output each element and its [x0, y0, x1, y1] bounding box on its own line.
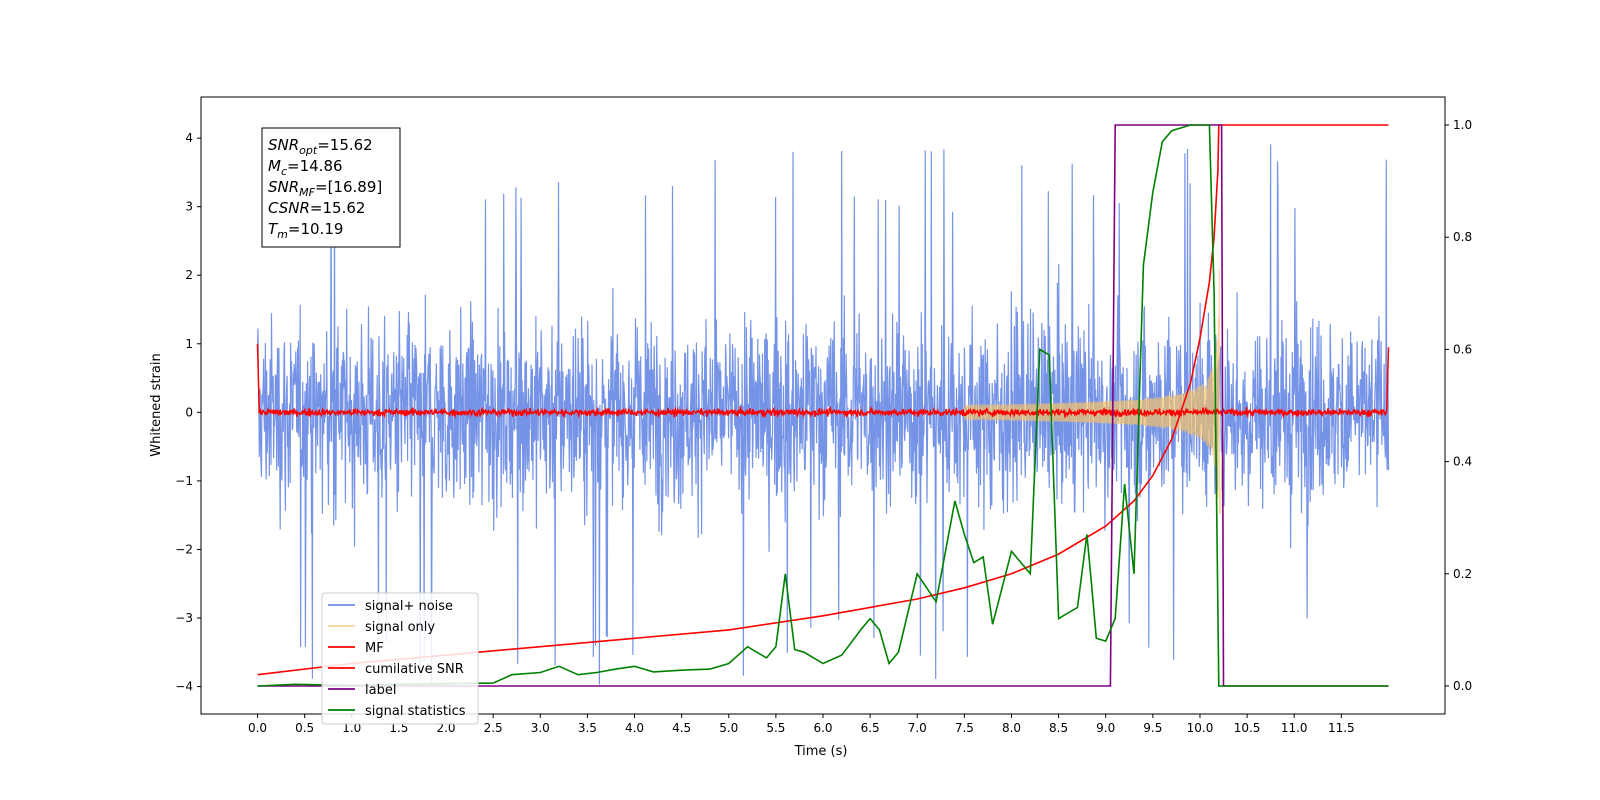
- info-sub: c: [281, 165, 287, 178]
- info-value: =15.62: [310, 199, 366, 217]
- y2-tick-label: 1.0: [1453, 118, 1472, 132]
- y-tick-label: −1: [175, 474, 193, 488]
- x-tick-label: 4.0: [625, 721, 644, 735]
- info-value: =14.86: [287, 157, 343, 175]
- legend-entry: label: [365, 683, 396, 698]
- info-base: SNR: [268, 136, 299, 154]
- info-value: =[16.89]: [315, 178, 382, 196]
- info-line: Tm=10.19: [268, 220, 343, 241]
- x-tick-label: 6.0: [813, 721, 832, 735]
- info-line: SNRMF=[16.89]: [268, 178, 382, 199]
- y-tick-label: 2: [185, 268, 193, 282]
- x-tick-label: 3.0: [531, 721, 550, 735]
- y2-tick-label: 0.8: [1453, 230, 1472, 244]
- info-sub: m: [277, 228, 288, 241]
- x-tick-label: 4.5: [672, 721, 691, 735]
- x-axis-label: Time (s): [794, 744, 848, 759]
- x-tick-label: 10.0: [1187, 721, 1214, 735]
- x-tick-label: 5.5: [766, 721, 785, 735]
- y2-tick-label: 0.4: [1453, 455, 1472, 469]
- info-value: =15.62: [317, 136, 373, 154]
- plot-area: [256, 124, 1390, 687]
- y-tick-label: −2: [175, 542, 193, 556]
- y2-tick-label: 0.6: [1453, 342, 1472, 356]
- x-tick-label: 9.0: [1096, 721, 1115, 735]
- x-tick-label: 6.5: [861, 721, 880, 735]
- y-tick-label: 0: [185, 405, 193, 419]
- y2-tick-label: 0.0: [1453, 679, 1472, 693]
- y-tick-label: 4: [185, 131, 193, 145]
- y-axis-right: 0.0 0.2 0.4 0.6 0.8 1.0: [1445, 118, 1472, 693]
- legend-entry: signal statistics: [365, 704, 466, 719]
- info-base: CSNR: [268, 199, 310, 217]
- x-tick-label: 11.0: [1281, 721, 1308, 735]
- x-tick-label: 0.0: [248, 721, 267, 735]
- info-line: Mc=14.86: [268, 157, 343, 178]
- info-annotation-box: SNRopt=15.62Mc=14.86SNRMF=[16.89]CSNR=15…: [261, 127, 401, 248]
- x-tick-label: 7.5: [955, 721, 974, 735]
- info-sub: opt: [299, 144, 318, 157]
- info-box-frame: [261, 127, 401, 248]
- info-base: M: [268, 157, 281, 175]
- x-tick-label: 10.5: [1234, 721, 1261, 735]
- info-line: CSNR=15.62: [268, 199, 365, 217]
- x-tick-label: 8.0: [1002, 721, 1021, 735]
- legend-entry: MF: [365, 641, 384, 656]
- y-tick-label: −3: [175, 611, 193, 625]
- x-tick-label: 0.5: [295, 721, 314, 735]
- y2-tick-label: 0.2: [1453, 567, 1472, 581]
- legend: signal+ noise signal only MF cumilative SNR…: [321, 592, 479, 725]
- series-signal-noise: [256, 140, 1390, 685]
- x-tick-label: 3.5: [578, 721, 597, 735]
- legend-entry: cumilative SNR: [365, 662, 464, 677]
- info-sub: MF: [299, 186, 315, 199]
- info-base: T: [268, 220, 279, 238]
- x-tick-label: 2.5: [484, 721, 503, 735]
- info-base: SNR: [268, 178, 299, 196]
- x-tick-label: 5.0: [719, 721, 738, 735]
- y-tick-label: 3: [185, 200, 193, 214]
- x-tick-label: 11.5: [1328, 721, 1355, 735]
- series-signal-statistics: [257, 124, 1389, 687]
- x-tick-label: 8.5: [1049, 721, 1068, 735]
- legend-entry: signal only: [365, 620, 435, 635]
- y-tick-label: −4: [175, 680, 193, 694]
- legend-entry: signal+ noise: [365, 599, 453, 614]
- series-cumulative-snr: [257, 124, 1389, 676]
- y-axis-label: Whitened strain: [149, 353, 164, 456]
- legend-frame: [321, 592, 479, 725]
- y-axis-left: −4 −3 −2 −1 0 1 2 3 4: [175, 131, 201, 694]
- x-tick-label: 7.0: [908, 721, 927, 735]
- info-value: =10.19: [288, 220, 344, 238]
- x-tick-label: 9.5: [1143, 721, 1162, 735]
- y-tick-label: 1: [185, 337, 193, 351]
- info-line: SNRopt=15.62: [268, 136, 373, 157]
- series-mf: [256, 343, 1390, 419]
